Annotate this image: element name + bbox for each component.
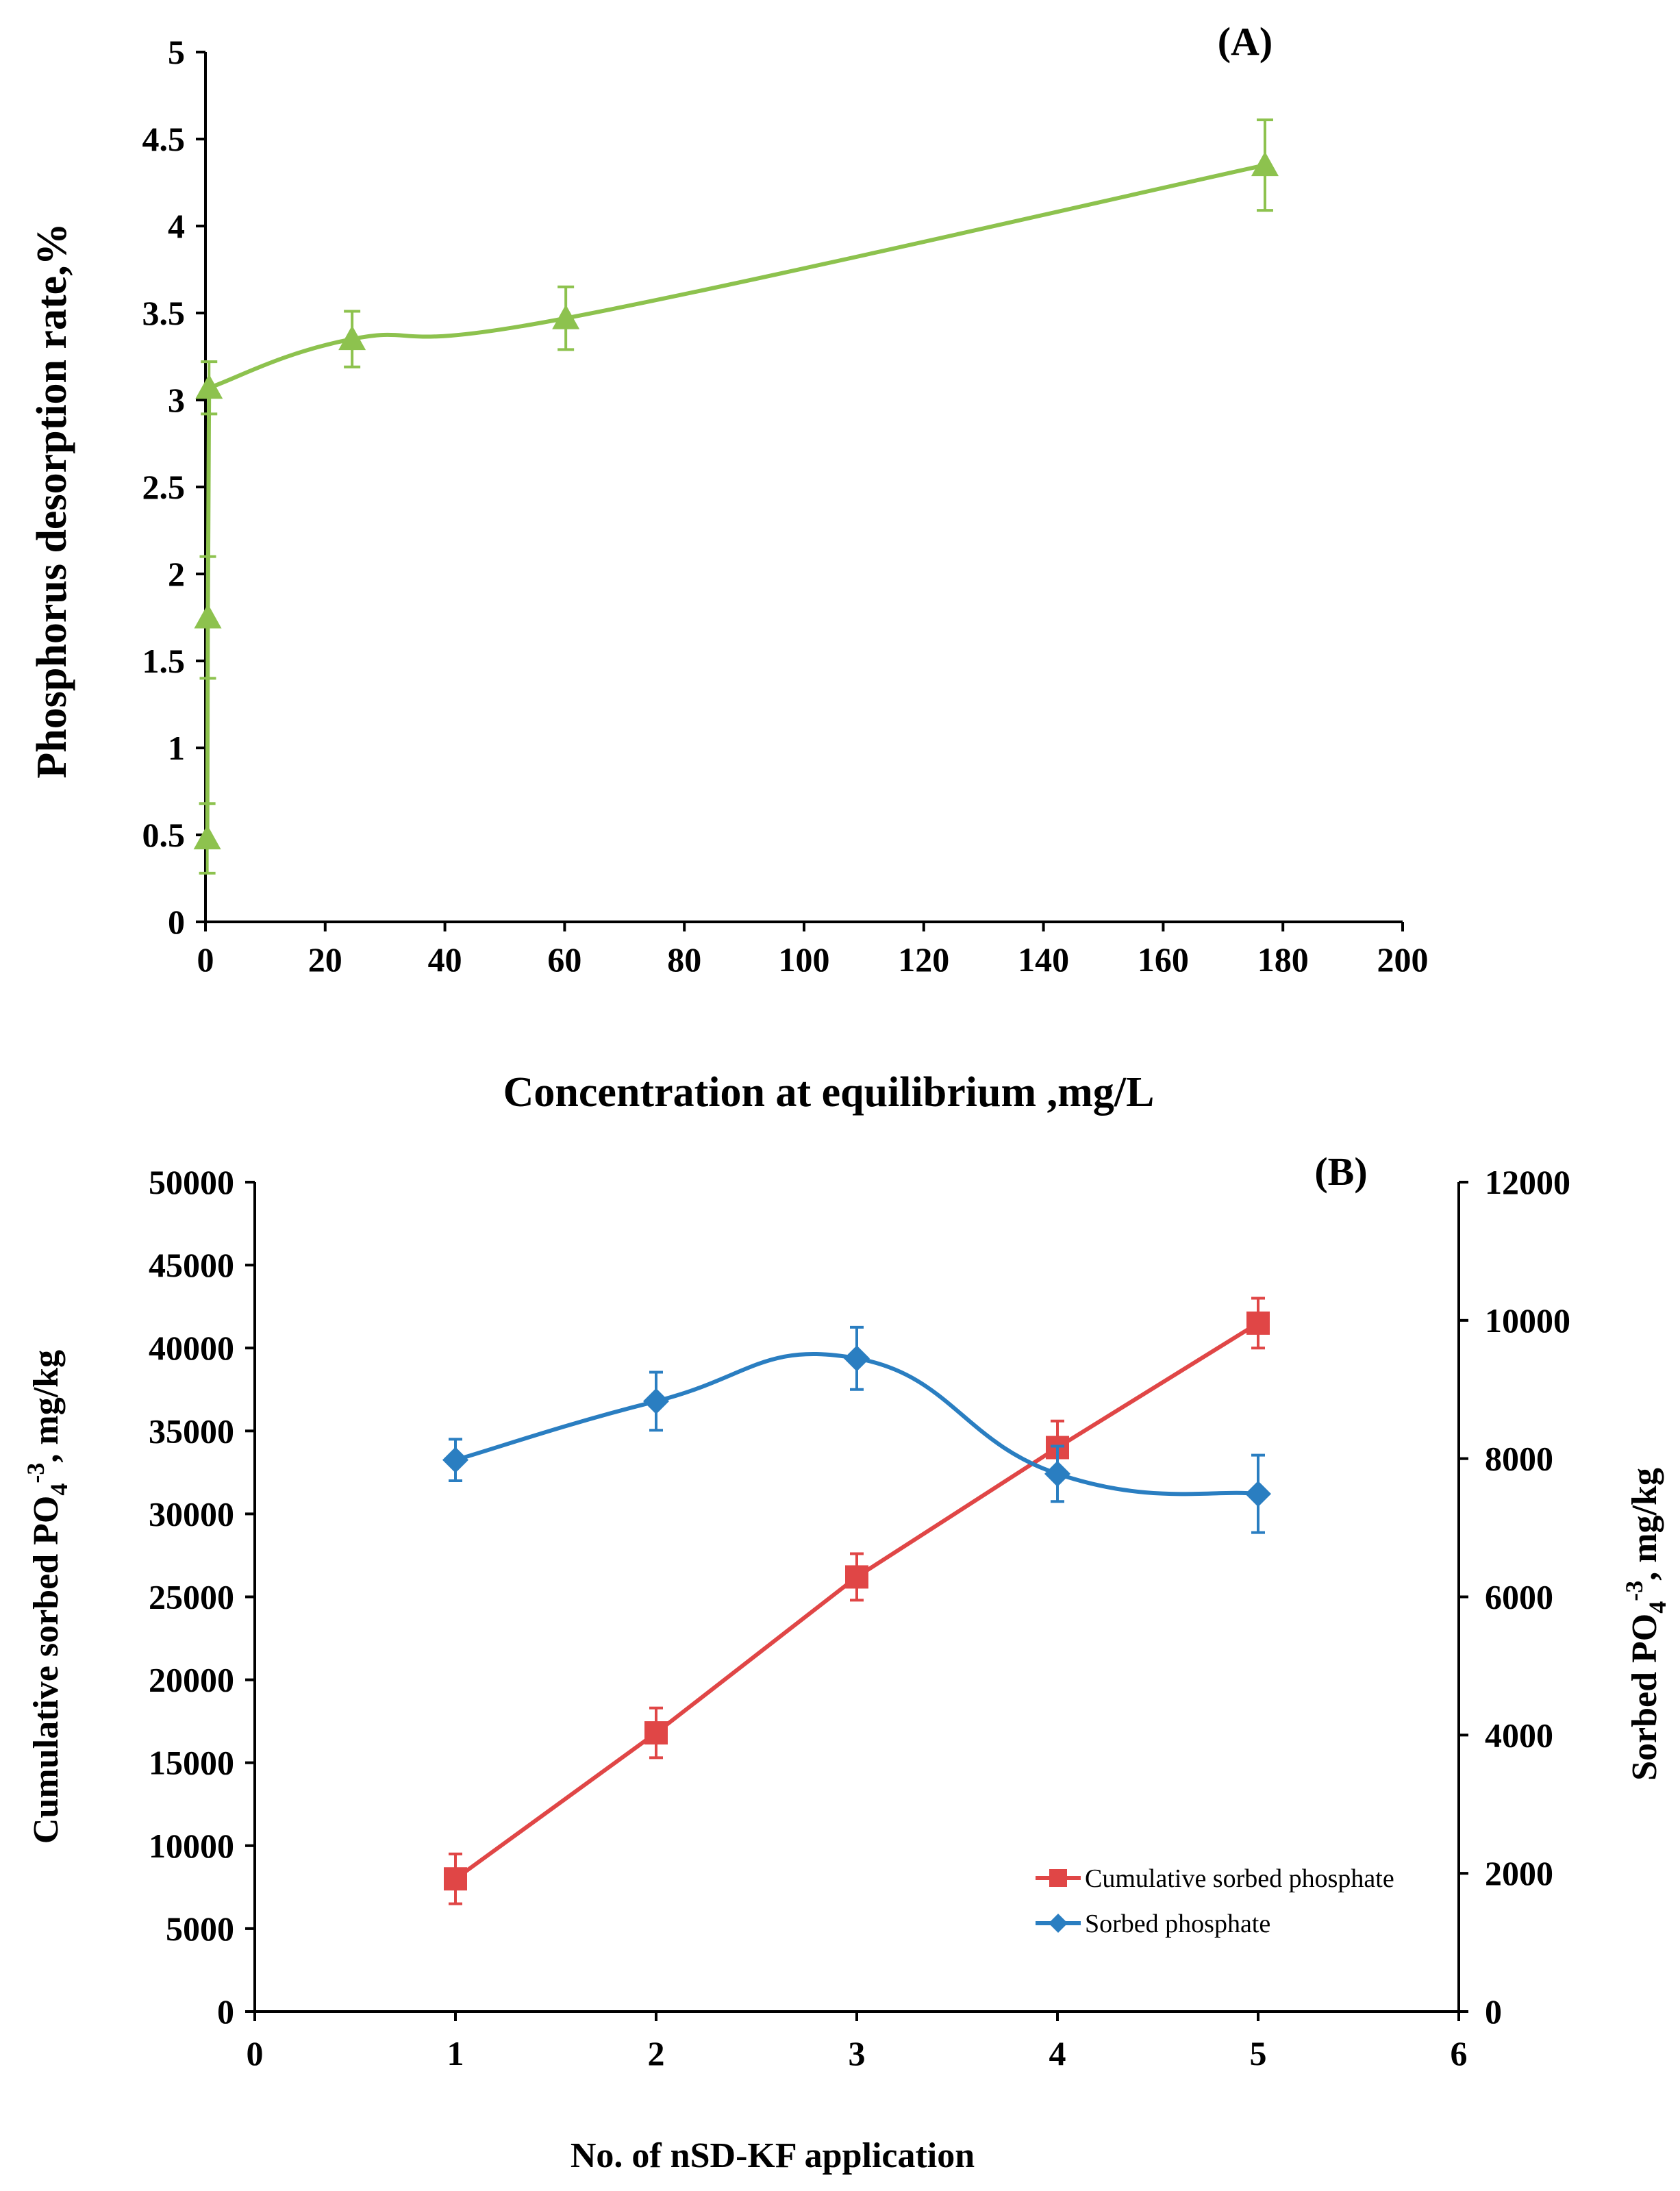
chart-b-sorbed-data-point [844, 1345, 870, 1372]
chart-b-x-tick-label: 4 [1049, 2034, 1066, 2073]
chart-b-right-y-tick-label: 8000 [1485, 1440, 1553, 1478]
chart-a-y-tick-label: 4.5 [142, 120, 186, 158]
chart-b-sorbed-data-point [1044, 1460, 1070, 1487]
chart-a-series-line [208, 163, 1266, 390]
chart-a-x-tick-label: 100 [779, 940, 830, 979]
chart-a-data-point [195, 374, 223, 399]
chart-b-cumulative-data-point [444, 1867, 467, 1891]
chart-b-right-y-tick-label: 4000 [1485, 1716, 1553, 1754]
chart-a-y-tick-label: 3.5 [142, 294, 186, 332]
chart-b-sorbed-data-point [1245, 1481, 1271, 1507]
chart-a-x-tick-label: 80 [667, 940, 701, 979]
chart-b-left-y-tick-label: 5000 [166, 1910, 234, 1948]
chart-b-left-y-tick-label: 30000 [149, 1494, 234, 1533]
chart-b-left-y-tick-label: 10000 [149, 1827, 234, 1865]
chart-b-x-axis-title: No. of nSD-KF application [571, 2136, 975, 2175]
chart-b-x-tick-label: 0 [247, 2034, 264, 2073]
chart-a-y-tick-label: 3 [168, 381, 185, 419]
chart-b-x-tick-labels: 0 1 2 3 4 5 6 [247, 2034, 1468, 2073]
chart-b-left-y-tick-label: 0 [217, 1992, 234, 2031]
chart-b-left-y-tick-labels: 0 5000 10000 15000 20000 25000 30000 35000 40000… [149, 1163, 234, 2031]
chart-b-sorbed-data-point [643, 1388, 669, 1414]
chart-b-cumulative-data-point [644, 1721, 668, 1745]
chart-b-x-tick-label: 2 [648, 2034, 665, 2073]
chart-b-left-y-tick-label: 45000 [149, 1246, 234, 1284]
chart-a-x-tick-label: 200 [1377, 940, 1429, 979]
chart-a-y-tick-label: 0.5 [142, 816, 186, 854]
chart-b-left-y-axis-title: Cumulative sorbed PO4-3, mg/kg [22, 1350, 73, 1844]
chart-a-y-tick-label: 0 [168, 903, 185, 941]
chart-a-y-tick-label: 2.5 [142, 468, 186, 506]
chart-a-data-point [1251, 151, 1279, 177]
chart-a-x-tick-label: 180 [1257, 940, 1309, 979]
chart-b-right-y-tick-label: 10000 [1485, 1301, 1570, 1340]
chart-b-left-y-tick-label: 20000 [149, 1661, 234, 1699]
chart-a-series [193, 118, 1279, 875]
chart-a-data-point [338, 325, 366, 351]
chart-b-cumulative-data-point [1246, 1311, 1270, 1335]
chart-b-series [442, 1297, 1271, 1905]
chart-b-right-y-axis-title: Sorbed PO4-3, mg/kg [1620, 1468, 1671, 1781]
chart-a-data-point [193, 825, 221, 850]
chart-b-left-y-tick-label: 35000 [149, 1412, 234, 1450]
chart-b-right-y-tick-labels: 0 2000 4000 6000 8000 10000 12000 [1485, 1163, 1570, 2031]
chart-a-x-tick-label: 120 [898, 940, 949, 979]
chart-a-y-tick-label: 5 [168, 33, 185, 71]
chart-b-right-y-tick-label: 0 [1485, 1992, 1502, 2031]
chart-a-x-tick-label: 0 [197, 940, 214, 979]
chart-b-right-y-tick-label: 2000 [1485, 1854, 1553, 1892]
chart-a-x-tick-label: 160 [1138, 940, 1189, 979]
chart-a-x-tick-label: 40 [428, 940, 462, 979]
chart-a-data-point [552, 304, 580, 329]
chart-b-axes [245, 1181, 1468, 2021]
chart-b-right-y-tick-label: 6000 [1485, 1578, 1553, 1616]
chart-a-x-tick-label: 20 [308, 940, 342, 979]
chart-b-sorbed-data-point [442, 1447, 468, 1473]
chart-a-x-tick-label: 60 [547, 940, 581, 979]
chart-a-panel-label: (A) [1218, 19, 1273, 64]
legend-sorbed-swatch-marker [1049, 1914, 1068, 1933]
chart-a-y-tick-label: 1 [168, 729, 185, 767]
chart-b-right-y-tick-label: 12000 [1485, 1163, 1570, 1201]
chart-b-left-y-tick-label: 50000 [149, 1163, 234, 1201]
chart-a-x-axis-title: Concentration at equilibrium ,mg/L [503, 1069, 1155, 1116]
chart-a-axes [196, 51, 1404, 931]
legend-cumulative-label: Cumulative sorbed phosphate [1085, 1864, 1394, 1893]
chart-a-y-tick-labels: 0 0.5 1 1.5 2 2.5 3 3.5 4 4.5 5 [142, 33, 186, 941]
chart-a-y-axis-title: Phosphorus desorption rate,% [29, 223, 75, 778]
chart-b-x-tick-label: 6 [1451, 2034, 1468, 2073]
chart-b-left-y-tick-label: 40000 [149, 1329, 234, 1367]
chart-b-left-y-tick-label: 25000 [149, 1578, 234, 1616]
chart-b-x-tick-label: 3 [849, 2034, 866, 2073]
chart-b-left-y-tick-label: 15000 [149, 1744, 234, 1782]
chart-b-x-tick-label: 1 [447, 2034, 464, 2073]
chart-b-legend: Cumulative sorbed phosphate Sorbed phosph… [1036, 1864, 1394, 1938]
chart-a-y-tick-label: 4 [168, 207, 185, 245]
legend-sorbed-label: Sorbed phosphate [1085, 1910, 1270, 1938]
chart-panel-b: 0500010000150002000025000300003500040000… [22, 1149, 1671, 2175]
legend-cumulative-swatch-marker [1049, 1869, 1067, 1887]
chart-b-x-tick-label: 5 [1250, 2034, 1267, 2073]
chart-a-y-tick-label: 2 [168, 555, 185, 593]
chart-b-panel-label: (B) [1314, 1149, 1367, 1194]
chart-a-x-tick-label: 140 [1018, 940, 1069, 979]
chart-panel-a: 0 0.5 1 1.5 2 2.5 3 3.5 4 4.5 5 0 20 40 60 80 100 120 140… [29, 19, 1429, 1116]
chart-a-x-tick-labels: 0 20 40 60 80 100 120 140 160 180 200 [197, 940, 1429, 979]
chart-a-data-point [194, 603, 222, 629]
chart-a-y-tick-label: 1.5 [142, 642, 186, 680]
chart-b-cumulative-data-point [845, 1565, 868, 1589]
